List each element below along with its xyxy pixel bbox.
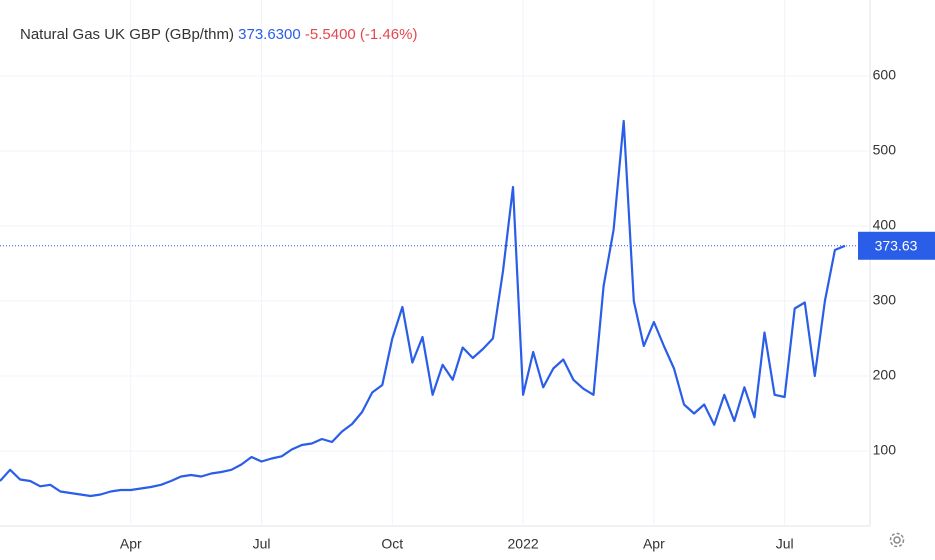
current-price-label: 373.63 — [875, 237, 918, 253]
x-tick-label: Jul — [776, 536, 794, 552]
x-tick-label: Apr — [643, 536, 665, 552]
price-line — [0, 119, 846, 498]
grid — [0, 0, 870, 526]
y-tick-label: 400 — [873, 217, 897, 233]
y-tick-label: 500 — [873, 142, 897, 158]
x-tick-label: Jul — [253, 536, 271, 552]
x-tick-label: Oct — [381, 536, 403, 552]
instrument-name: Natural Gas UK GBP (GBp/thm) — [20, 26, 234, 43]
y-tick-label: 100 — [873, 442, 897, 458]
x-tick-label: Apr — [120, 536, 142, 552]
header: Natural Gas UK GBP (GBp/thm) 373.6300 -5… — [20, 26, 417, 43]
price-change: -5.5400 (-1.46%) — [304, 26, 418, 43]
x-tick-label: 2022 — [508, 536, 539, 552]
settings-icon[interactable] — [889, 532, 905, 548]
y-tick-label: 200 — [873, 367, 897, 383]
current-price-box — [858, 231, 935, 260]
last-price: 373.6300 — [238, 26, 301, 43]
y-tick-label: 300 — [873, 292, 897, 308]
y-tick-label: 600 — [873, 67, 897, 83]
